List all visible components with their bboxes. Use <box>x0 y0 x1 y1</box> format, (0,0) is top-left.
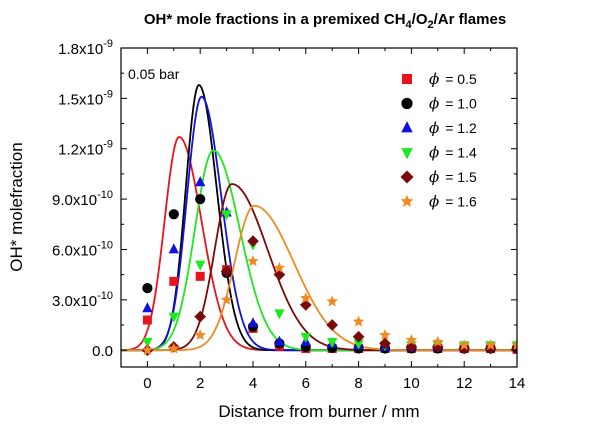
data-point-series-4 <box>247 235 259 247</box>
data-point-series-4 <box>431 341 444 353</box>
x-tick-label: 0 <box>143 375 151 392</box>
data-point-series-4 <box>194 310 207 323</box>
data-point-series-1 <box>142 282 153 294</box>
pressure-annotation: 0.05 bar <box>128 66 180 82</box>
y-tick-label: 6.0x10-10 <box>52 239 113 259</box>
data-point-series-5 <box>511 339 517 351</box>
data-point-series-4 <box>352 330 365 343</box>
chart-title: OH* mole fractions in a premixed CH4/O2/… <box>144 11 506 31</box>
plot-frame <box>120 47 518 368</box>
legend-marker-5 <box>400 194 414 207</box>
legend-marker-0 <box>402 74 412 84</box>
y-axis-label: OH* molefraction <box>7 142 26 271</box>
data-point-series-5 <box>194 329 206 341</box>
y-tick-label: 1.8x10-9 <box>58 38 113 58</box>
legend-entry-5: ϕ = 1.6 <box>429 193 477 211</box>
data-point-series-5 <box>458 339 470 351</box>
legend: ϕ = 0.5 ϕ = 1.0 ϕ = 1.2 ϕ = 1.4 ϕ = 1.5 ϕ = 1.6 <box>400 70 477 211</box>
legend-entry-1: ϕ = 1.0 <box>429 95 477 113</box>
y-tick-label: 3.0x10-10 <box>52 290 113 310</box>
data-point-series-2 <box>195 176 206 187</box>
x-tick-label: 10 <box>403 375 420 392</box>
data-point-series-1 <box>168 209 179 220</box>
data-point-series-3 <box>142 337 153 348</box>
x-tick-label: 8 <box>354 375 362 392</box>
data-point-series-4 <box>220 265 233 278</box>
data-point-series-3 <box>221 210 232 221</box>
legend-marker-4 <box>400 170 414 184</box>
data-point-series-5 <box>326 295 338 307</box>
y-tick-label: 0.0 <box>92 343 113 360</box>
data-point-series-3 <box>300 332 311 343</box>
data-point-series-5 <box>484 339 497 351</box>
y-tick-label: 1.5x10-9 <box>58 88 113 108</box>
x-tick-label: 4 <box>249 375 257 392</box>
data-point-series-3 <box>195 260 206 271</box>
x-tick-label: 12 <box>456 375 473 392</box>
x-tick-label: 6 <box>302 375 310 392</box>
data-point-series-2 <box>168 243 179 254</box>
data-point-series-4 <box>379 337 391 350</box>
data-point-series-5 <box>300 292 312 304</box>
data-points <box>141 176 517 357</box>
data-point-series-0 <box>195 271 205 281</box>
legend-entry-4: ϕ = 1.5 <box>429 168 477 186</box>
data-point-series-0 <box>142 315 152 325</box>
data-point-series-4 <box>484 342 497 355</box>
model-curves <box>121 83 517 352</box>
data-point-series-3 <box>274 309 285 320</box>
curve-series-5 <box>121 204 517 352</box>
data-point-series-4 <box>458 342 471 355</box>
data-point-series-5 <box>141 344 154 356</box>
data-point-series-1 <box>195 194 206 205</box>
data-point-series-3 <box>168 312 179 323</box>
data-point-series-5 <box>220 293 233 305</box>
legend-entry-0: ϕ = 0.5 <box>429 70 477 88</box>
data-point-series-5 <box>168 342 180 354</box>
data-point-series-4 <box>405 341 418 353</box>
data-point-series-5 <box>379 329 391 341</box>
y-tick-label: 1.2x10-9 <box>58 139 113 159</box>
x-tick-label: 2 <box>196 375 204 392</box>
x-axis-label: Distance from burner / mm <box>218 402 419 421</box>
legend-marker-2 <box>401 121 413 133</box>
data-point-series-3 <box>353 339 364 350</box>
data-point-series-3 <box>327 337 338 348</box>
y-axis: 0.0 3.0x10-10 6.0x10-10 9.0x10-10 1.2x10-9 1.… <box>52 38 517 360</box>
data-point-series-2 <box>274 335 285 346</box>
data-point-series-5 <box>273 261 286 273</box>
data-point-series-5 <box>432 335 444 347</box>
data-point-series-5 <box>247 255 259 267</box>
y-tick-label: 9.0x10-10 <box>52 189 113 209</box>
legend-marker-1 <box>401 97 413 110</box>
data-point-series-2 <box>247 317 259 328</box>
data-point-series-2 <box>142 302 153 313</box>
x-tick-label: 14 <box>509 375 526 392</box>
legend-entry-3: ϕ = 1.4 <box>429 144 477 162</box>
data-point-series-0 <box>169 276 179 286</box>
data-point-series-4 <box>326 319 339 331</box>
legend-entry-2: ϕ = 1.2 <box>429 119 477 137</box>
data-point-series-5 <box>352 315 365 327</box>
x-axis: 0 2 4 6 8 10 12 14 <box>120 48 526 392</box>
legend-marker-3 <box>401 148 413 160</box>
data-point-series-5 <box>405 334 418 346</box>
